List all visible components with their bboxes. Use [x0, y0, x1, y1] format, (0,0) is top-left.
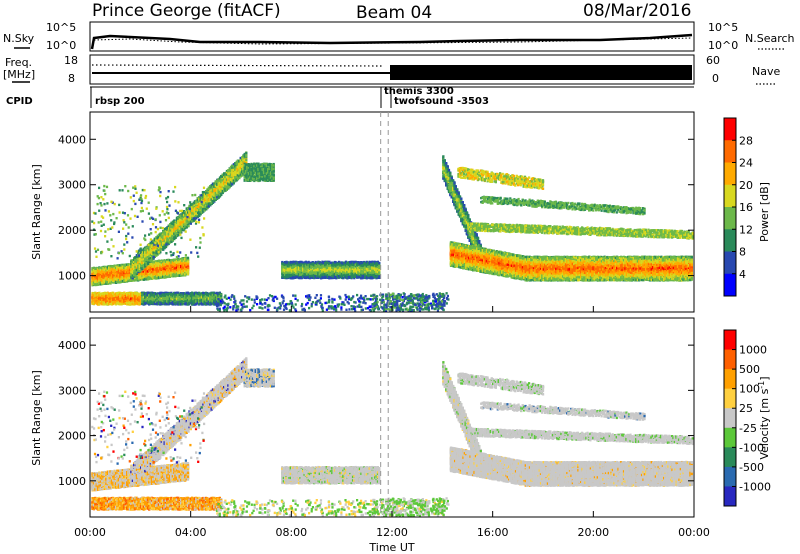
nave-dotted-trace: [92, 65, 384, 66]
freq-tick-low: 8: [68, 72, 75, 85]
sky-panel: N.Sky 10^5 10^0 N.Search 10^5 10^0: [3, 21, 795, 52]
sky-label: N.Sky: [3, 32, 35, 45]
sky-tick-low: 10^0: [46, 39, 76, 52]
search-label: N.Search: [745, 32, 795, 45]
power-scatter: [91, 151, 694, 312]
nave-tick-high: 60: [706, 54, 720, 67]
sky-tick-high: 10^5: [46, 21, 76, 34]
cpid-label: CPID: [6, 96, 33, 107]
freq-panel: Freq. [MHz] 18 8 Nave 60 0: [3, 54, 780, 85]
search-tick-low: 10^0: [708, 39, 738, 52]
station-title: Prince George (fitACF): [92, 1, 281, 21]
nave-tick-low: 0: [712, 72, 719, 85]
beam-title: Beam 04: [356, 3, 432, 23]
nave-dense-block: [390, 65, 692, 80]
search-tick-high: 10^5: [708, 21, 738, 34]
date-title: 08/Mar/2016: [583, 1, 691, 21]
nave-label: Nave: [752, 65, 780, 78]
radar-summary-plot: Prince George (fitACF) Beam 04 08/Mar/20…: [0, 0, 800, 554]
freq-label-2: [MHz]: [3, 68, 35, 81]
cpid-strip: CPID rbsp 200 themis 3300 twofsound -350…: [6, 86, 694, 108]
sky-panel-frame: [90, 22, 694, 51]
cpid-program-rbsp: rbsp 200: [95, 96, 145, 107]
cpid-program-twofsound: twofsound -3503: [394, 96, 489, 107]
freq-tick-high: 18: [64, 54, 78, 67]
